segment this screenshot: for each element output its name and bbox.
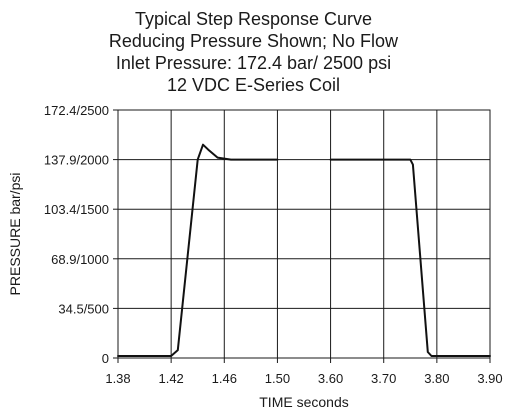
grid-lines <box>118 110 490 358</box>
chart-title: Typical Step Response Curve Reducing Pre… <box>0 8 507 96</box>
plot-frame <box>117 109 491 359</box>
x-tick-label: 1.50 <box>265 371 290 386</box>
response-curve <box>117 143 491 357</box>
x-tick-label: 3.70 <box>371 371 396 386</box>
y-tick-label: 68.9/1000 <box>51 252 109 267</box>
y-tick-label: 172.4/2500 <box>44 103 109 118</box>
y-tick-label: 34.5/500 <box>58 301 109 316</box>
chart-title-line-2: Reducing Pressure Shown; No Flow <box>108 31 399 51</box>
chart-title-line-4: 12 VDC E-Series Coil <box>166 75 341 95</box>
response-curve-segment <box>329 158 491 357</box>
plot-border <box>117 109 491 359</box>
y-tick-labels: 0 34.5/500 68.9/1000 103.4/1500 137.9/2000 17… <box>44 103 118 366</box>
x-axis-label: TIME seconds <box>259 394 348 410</box>
x-tick-label: 3.80 <box>424 371 449 386</box>
chart-title-line-1: Typical Step Response Curve <box>134 9 373 29</box>
y-tick-label: 137.9/2000 <box>44 153 109 168</box>
chart-title-line-3: Inlet Pressure: 172.4 bar/ 2500 psi <box>115 53 392 73</box>
x-tick-label: 1.46 <box>212 371 237 386</box>
x-tick-label: 3.90 <box>477 371 502 386</box>
x-tick-label: 1.38 <box>105 371 130 386</box>
y-tick-label: 0 <box>102 351 109 366</box>
x-tick-labels: 1.38 1.42 1.46 1.50 3.60 3.70 3.80 3.90 <box>105 358 503 386</box>
response-curve-segment <box>117 143 279 357</box>
x-tick-label: 3.60 <box>318 371 343 386</box>
y-tick-label: 103.4/1500 <box>44 202 109 217</box>
x-tick-label: 1.42 <box>158 371 183 386</box>
y-axis-label: PRESSURE bar/psi <box>7 173 23 296</box>
